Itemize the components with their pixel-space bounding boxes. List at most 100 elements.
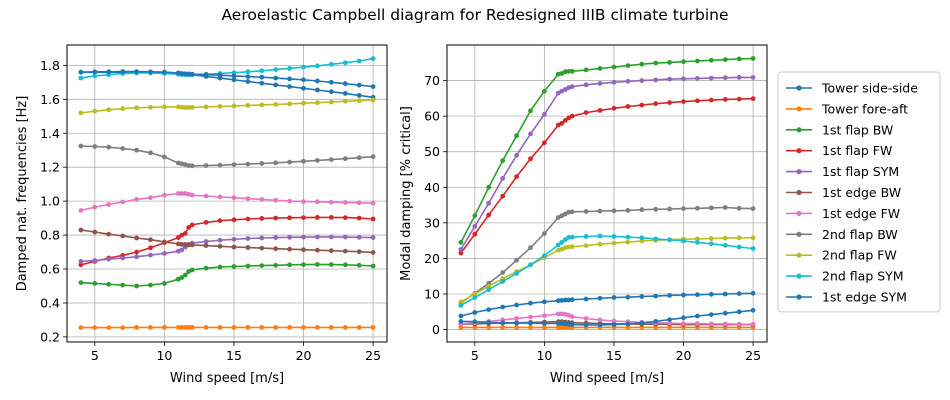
data-point	[722, 291, 728, 297]
data-point	[542, 313, 547, 319]
data-point	[162, 104, 167, 110]
series-2nd-flap-bw	[458, 205, 756, 306]
series-1st-flap-fw	[78, 215, 376, 268]
data-point	[566, 297, 572, 303]
data-point	[708, 321, 714, 327]
data-point	[148, 69, 153, 75]
data-point	[189, 104, 195, 110]
data-point	[559, 321, 565, 326]
legend-swatch-marker	[796, 148, 802, 154]
data-point	[555, 298, 561, 304]
data-point	[134, 283, 140, 289]
data-point	[514, 320, 519, 326]
data-point	[273, 325, 279, 330]
data-point	[301, 325, 306, 330]
data-point	[106, 325, 112, 330]
data-point	[186, 225, 192, 230]
data-point	[566, 235, 572, 240]
x-axis-label: Wind speed [m/s]	[170, 371, 284, 386]
data-point	[120, 199, 126, 205]
data-point	[203, 239, 209, 244]
series-2nd-flap-bw	[78, 143, 376, 169]
data-point	[301, 77, 306, 83]
data-point	[342, 215, 348, 221]
data-point	[273, 160, 279, 166]
series-2nd-flap-sym	[458, 233, 756, 308]
data-point	[566, 321, 572, 327]
data-point	[315, 247, 320, 253]
data-point	[315, 199, 320, 205]
y-tick-label: 1.8	[40, 58, 60, 73]
data-point	[486, 184, 492, 190]
data-point	[78, 75, 84, 81]
data-point	[486, 283, 492, 289]
data-point	[287, 246, 292, 252]
series-line	[460, 292, 754, 317]
data-point	[472, 295, 478, 300]
data-point	[231, 264, 237, 269]
data-point	[370, 97, 376, 103]
data-point	[597, 66, 603, 71]
data-point	[78, 280, 84, 285]
y-tick-label: 0.6	[40, 262, 60, 277]
data-point	[106, 202, 112, 207]
data-point	[315, 215, 320, 220]
data-point	[92, 325, 98, 330]
data-point	[681, 76, 686, 82]
data-point	[203, 193, 209, 199]
data-point	[500, 176, 506, 181]
legend-swatch-marker	[796, 231, 802, 237]
data-point	[134, 197, 140, 202]
data-point	[175, 191, 181, 196]
data-point	[625, 294, 631, 300]
data-point	[472, 310, 478, 315]
data-point	[695, 313, 700, 319]
data-point	[217, 243, 223, 249]
data-point	[370, 154, 376, 160]
data-point	[231, 162, 237, 168]
data-point	[245, 325, 251, 330]
data-point	[472, 325, 478, 330]
data-point	[120, 233, 126, 239]
data-point	[569, 244, 575, 250]
data-point	[597, 322, 603, 328]
data-point	[562, 118, 568, 123]
series-1st-edge-sym	[458, 307, 756, 328]
data-point	[186, 71, 192, 77]
y-tick-label: 0	[432, 322, 440, 337]
data-point	[182, 231, 188, 236]
data-point	[486, 212, 492, 218]
data-point	[542, 321, 547, 326]
series-1st-edge-fw	[78, 191, 376, 213]
series-1st-edge-bw	[78, 227, 376, 255]
data-point	[528, 320, 533, 326]
data-point	[569, 113, 575, 119]
data-point	[542, 253, 547, 258]
data-point	[500, 279, 506, 284]
data-point	[708, 205, 714, 211]
data-point	[555, 242, 561, 248]
data-point	[370, 263, 376, 269]
legend-item: 1st flap SYM	[786, 164, 899, 179]
x-tick-label: 5	[91, 348, 99, 363]
data-point	[583, 209, 589, 214]
data-point	[186, 242, 192, 248]
data-point	[356, 262, 362, 268]
data-point	[667, 206, 672, 212]
data-point	[597, 317, 603, 323]
x-tick-label: 20	[296, 348, 312, 363]
data-point	[736, 205, 742, 211]
data-point	[328, 99, 334, 105]
legend-swatch-marker	[796, 252, 802, 258]
y-tick-label: 0.4	[40, 295, 60, 310]
legend-item: 1st edge SYM	[786, 290, 907, 305]
data-point	[528, 300, 533, 306]
data-point	[203, 243, 209, 249]
data-point	[528, 314, 533, 320]
data-point	[78, 325, 84, 330]
data-point	[528, 245, 533, 251]
data-point	[722, 57, 728, 62]
data-point	[92, 69, 98, 75]
data-point	[301, 215, 306, 221]
data-point	[356, 249, 362, 255]
